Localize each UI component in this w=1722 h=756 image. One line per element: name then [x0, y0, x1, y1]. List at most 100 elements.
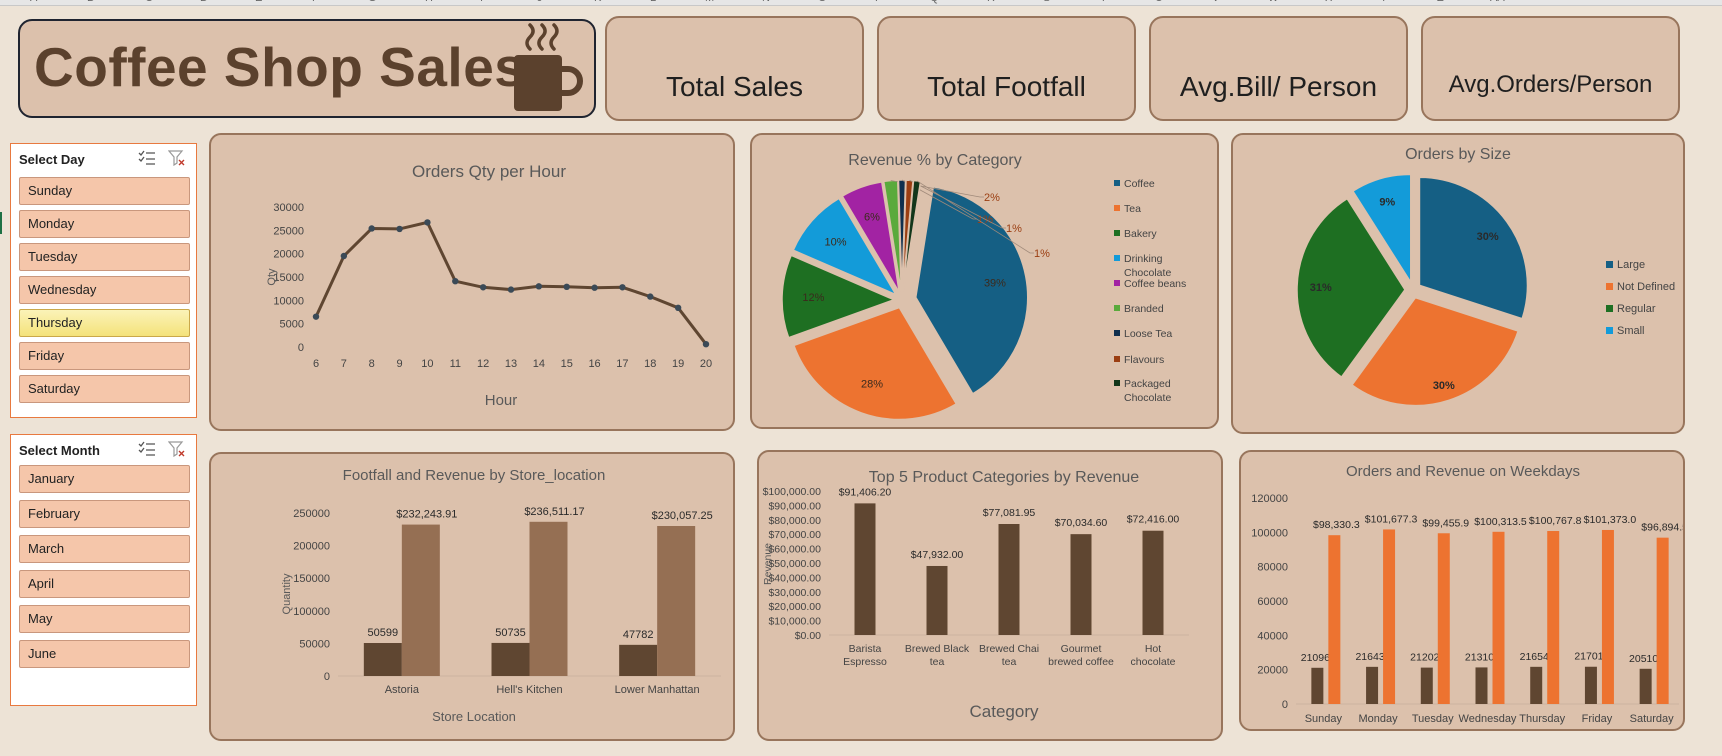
orders-by-size-panel[interactable]: Orders by Size 30% 30% 31% 9% Large Not Define… [1231, 133, 1685, 434]
x-tick-label: 19 [672, 358, 684, 370]
data-point [563, 283, 570, 290]
pie-slice-not-defined [1350, 296, 1520, 407]
y-tick-label: $90,000.00 [768, 500, 821, 512]
y-tick-label: $10,000.00 [768, 616, 821, 628]
legend-label: Drinking [1124, 253, 1163, 265]
y-tick-label: 250000 [293, 508, 330, 520]
y-tick-label: 0 [1282, 699, 1288, 711]
data-label: $232,243.91 [396, 509, 457, 521]
orders-per-hour-panel[interactable]: Orders Qty per Hour 0 5000 10000 15000 20000 2… [209, 133, 735, 431]
data-label: $99,455.9 [1422, 517, 1469, 529]
x-tick-label: 18 [644, 358, 656, 370]
legend-label: Branded [1124, 303, 1164, 315]
kpi-avg-orders[interactable]: Avg.Orders/Person [1421, 16, 1680, 121]
data-point [507, 286, 515, 293]
kpi-total-footfall[interactable]: Total Footfall [877, 16, 1136, 121]
clear-filter-icon[interactable] [168, 150, 186, 166]
dashboard-title-box[interactable]: Coffee Shop Sales [18, 19, 596, 118]
pie-slice-coffee-beans [841, 180, 901, 293]
leader-line [901, 179, 977, 220]
x-tick-label: tea [1002, 656, 1017, 668]
data-point [340, 252, 348, 260]
clear-filter-icon[interactable] [168, 441, 186, 457]
data-label: $100,313.5 [1474, 516, 1527, 528]
kpi-avg-bill[interactable]: Avg.Bill/ Person [1149, 16, 1408, 121]
x-tick-label: Brewed Chai [979, 643, 1039, 655]
pie-data-label: 1% [1006, 223, 1022, 235]
y-tick-label: 100000 [293, 606, 330, 618]
month-slicer-item-april[interactable]: April [19, 570, 190, 598]
month-slicer-item-january[interactable]: January [19, 465, 190, 493]
revenue-bar [1383, 529, 1396, 704]
day-slicer-item-monday[interactable]: Monday [19, 210, 190, 238]
data-point [424, 219, 431, 226]
weekday-orders-revenue-panel[interactable]: Orders and Revenue on Weekdays 0 20000 4000… [1239, 450, 1688, 731]
day-slicer-item-thursday[interactable]: Thursday [19, 309, 190, 337]
x-tick-label: 16 [588, 358, 600, 370]
kpi-total-sales-label: Total Sales [666, 71, 803, 102]
multi-select-icon[interactable] [138, 441, 156, 457]
revenue-by-category-panel[interactable]: Revenue % by Category 39% 28% 12% 10% 6% 2% 1% 1… [750, 133, 1219, 429]
chart-title: Revenue % by Category [848, 152, 1021, 169]
x-tick-label: 15 [561, 358, 573, 370]
pie-slice-branded [882, 179, 902, 293]
chart-title: Orders by Size [1405, 146, 1511, 163]
day-slicer-item-wednesday[interactable]: Wednesday [19, 276, 190, 304]
revenue-bar [1601, 529, 1614, 704]
day-slicer-item-tuesday[interactable]: Tuesday [19, 243, 190, 271]
x-tick-label: Thursday [1519, 713, 1565, 725]
day-slicer-item-friday[interactable]: Friday [19, 342, 190, 370]
orders-bar [1311, 667, 1324, 704]
revenue-bar [998, 524, 1020, 635]
month-slicer-item-may[interactable]: May [19, 605, 190, 633]
month-slicer-item-june[interactable]: June [19, 640, 190, 668]
data-label: $98,330.3 [1313, 519, 1360, 531]
active-row-marker [0, 212, 2, 234]
data-label: $236,511.17 [524, 506, 584, 518]
x-tick-label: Saturday [1630, 713, 1675, 725]
legend-swatch [1114, 180, 1120, 186]
day-slicer-title: Select Day [19, 152, 85, 167]
pie-data-label: 39% [984, 277, 1006, 289]
legend-label: Flavours [1124, 354, 1164, 366]
pie-data-label: 2% [984, 192, 1000, 204]
multi-select-icon[interactable] [138, 150, 156, 166]
chart-title: Footfall and Revenue by Store_location [343, 467, 606, 484]
pie-data-label: 1% [1034, 248, 1050, 260]
y-tick-label: 50000 [299, 638, 330, 650]
day-slicer-item-saturday[interactable]: Saturday [19, 375, 190, 403]
orders-bar [1639, 668, 1652, 704]
legend-label: Small [1617, 325, 1645, 337]
data-label: $96,894.5 [1641, 522, 1683, 534]
x-tick-label: Friday [1582, 713, 1613, 725]
orders-bar [1584, 666, 1597, 704]
top5-categories-panel[interactable]: Top 5 Product Categories by Revenue $0.00… [757, 450, 1223, 741]
leader-line [916, 180, 1034, 254]
chart-title: Top 5 Product Categories by Revenue [869, 469, 1139, 486]
legend-label: Large [1617, 259, 1645, 271]
y-tick-label: $30,000.00 [768, 587, 821, 599]
data-label: $72,416.00 [1127, 514, 1180, 526]
month-slicer[interactable]: Select Month January February March Apri… [10, 434, 197, 706]
y-tick-label: $40,000.00 [768, 572, 821, 584]
day-slicer[interactable]: Select Day Sunday Monday Tuesday Wednesd… [10, 143, 197, 418]
series-line [314, 220, 708, 346]
x-tick-label: tea [930, 656, 945, 668]
pie-slice-coffee [914, 185, 1029, 395]
x-tick-label: 9 [397, 358, 403, 370]
orders-bar [1420, 667, 1433, 704]
kpi-total-sales[interactable]: Total Sales [605, 16, 864, 121]
data-point [312, 313, 320, 320]
month-slicer-item-february[interactable]: February [19, 500, 190, 528]
y-tick-label: 0 [324, 671, 330, 683]
data-label: 21654 [1520, 651, 1549, 663]
x-tick-label: 17 [616, 358, 628, 370]
day-slicer-item-sunday[interactable]: Sunday [19, 177, 190, 205]
month-slicer-item-march[interactable]: March [19, 535, 190, 563]
y-tick-label: 120000 [1251, 493, 1288, 505]
y-tick-label: 40000 [1257, 630, 1288, 642]
y-tick-label: 20000 [1257, 665, 1288, 677]
data-label: 21643 [1355, 651, 1384, 663]
footfall-revenue-store-panel[interactable]: Footfall and Revenue by Store_location 0 5… [209, 452, 735, 741]
data-point [396, 225, 403, 233]
